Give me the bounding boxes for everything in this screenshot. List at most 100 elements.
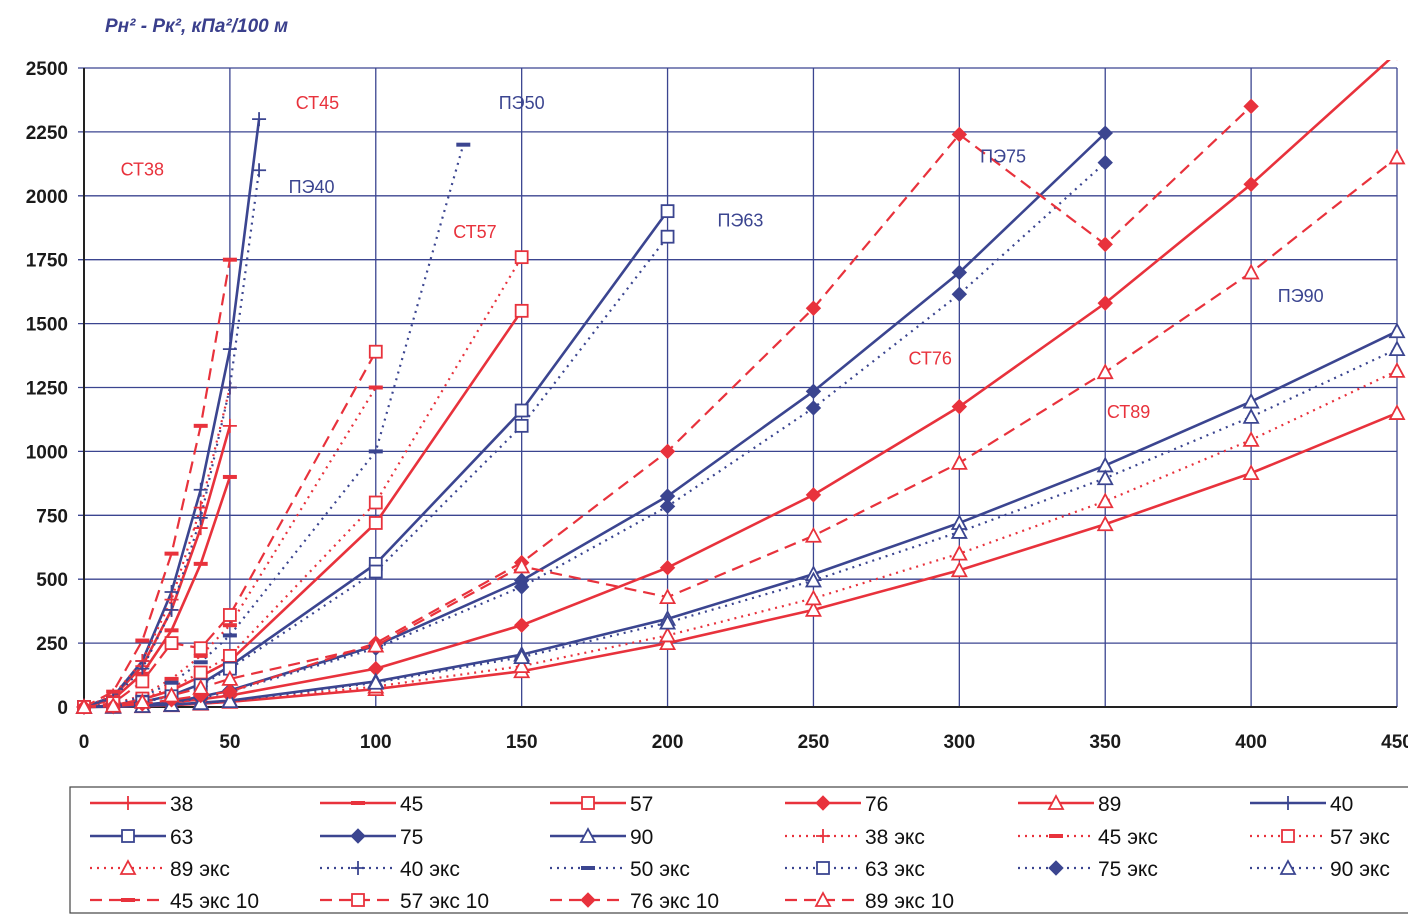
y-tick-label: 1000 <box>26 442 68 463</box>
legend-marker <box>581 796 595 810</box>
legend-item: 40 <box>1250 793 1353 816</box>
x-tick-label: 450 <box>1381 732 1408 753</box>
legend-marker <box>579 827 597 843</box>
x-tick-label: 0 <box>79 732 90 753</box>
data-point <box>1097 154 1113 171</box>
data-point <box>951 126 968 143</box>
data-point <box>221 669 239 686</box>
legend-item: 63 <box>90 826 193 849</box>
data-point <box>659 559 676 576</box>
data-point <box>950 544 968 561</box>
data-point <box>513 579 530 595</box>
data-point <box>106 689 121 694</box>
legend-item: 50 экс <box>550 858 690 881</box>
data-point <box>164 551 179 556</box>
data-point <box>368 344 383 359</box>
legend-marker <box>351 861 365 875</box>
series-line-75-экс <box>83 161 1106 709</box>
legend-marker <box>815 795 831 811</box>
x-tick-label: 100 <box>360 732 392 753</box>
legend-label: 38 <box>170 793 193 816</box>
data-point <box>222 380 237 395</box>
legend-label: 57 экс 10 <box>400 890 489 913</box>
legend-marker <box>1047 794 1065 810</box>
y-tick-label: 500 <box>36 570 68 591</box>
data-point <box>1242 464 1260 481</box>
legend-marker <box>581 866 595 870</box>
legend-label: 63 <box>170 826 193 849</box>
data-point <box>222 623 237 628</box>
legend-marker <box>1279 859 1297 875</box>
legend-item: 38 экс <box>785 826 925 849</box>
series-lines <box>83 60 1398 709</box>
data-point <box>222 683 238 700</box>
x-tick-label: 350 <box>1089 732 1121 753</box>
legend-item: 57 экс 10 <box>320 890 489 913</box>
data-point <box>164 628 179 633</box>
data-point <box>1242 263 1260 280</box>
annotations: СТ38 СТ45 ПЭ40 ПЭ50 СТ57 ПЭ63 ПЭ75 СТ76 СТ89 ПЭ90 <box>121 93 1324 422</box>
curve-label: ПЭ40 <box>289 177 335 197</box>
legend-item: 89 экс 10 <box>785 890 954 913</box>
data-point <box>193 423 208 428</box>
legend-label: 50 экс <box>630 858 690 881</box>
curve-label: СТ89 <box>1107 402 1150 422</box>
data-point <box>75 698 93 714</box>
data-point <box>193 660 208 665</box>
grid <box>78 67 1398 708</box>
series-line-57-экс <box>83 256 523 709</box>
x-tick-label: 250 <box>798 732 830 753</box>
data-point <box>660 229 675 244</box>
data-point <box>135 638 150 643</box>
data-point <box>804 571 822 588</box>
legend-label: 45 экс <box>1098 826 1158 849</box>
data-point <box>951 264 968 281</box>
data-point <box>659 626 677 643</box>
data-point <box>1243 176 1259 193</box>
data-point <box>950 523 968 539</box>
data-point <box>514 403 529 418</box>
data-point <box>1388 404 1406 420</box>
data-point <box>456 142 471 147</box>
data-point <box>222 257 237 262</box>
data-point <box>514 250 529 265</box>
data-point <box>367 673 385 690</box>
legend-marker <box>1281 796 1295 810</box>
legend-label: 40 <box>1330 793 1353 816</box>
curve-label: СТ76 <box>908 348 951 368</box>
legend-item: 89 <box>1018 793 1121 816</box>
data-point <box>193 561 208 566</box>
data-point <box>222 648 237 663</box>
y-tick-label: 2500 <box>26 59 68 80</box>
data-point <box>252 163 267 178</box>
curve-label: СТ45 <box>296 93 339 113</box>
data-point <box>660 204 675 219</box>
data-point <box>513 657 531 674</box>
data-point <box>104 696 122 713</box>
data-point <box>1243 98 1259 115</box>
data-point <box>1242 392 1260 409</box>
legend-item: 75 <box>320 826 423 849</box>
data-point <box>1388 322 1406 339</box>
curve-label: ПЭ50 <box>499 93 545 113</box>
data-point <box>222 633 237 638</box>
data-point <box>1396 60 1398 61</box>
legend-marker <box>121 898 135 902</box>
data-point <box>193 641 208 656</box>
data-point <box>222 608 237 622</box>
series-line-89-экс <box>83 369 1398 709</box>
legend-item: 38 <box>90 793 193 816</box>
curve-label: ПЭ75 <box>980 147 1026 167</box>
data-point <box>950 561 968 578</box>
series-line-45-экс-10 <box>83 259 231 708</box>
series-line-38 <box>83 425 232 709</box>
series-markers <box>75 60 1406 715</box>
legend-item: 40 экс <box>320 858 460 881</box>
data-point <box>368 516 383 530</box>
legend-marker <box>119 859 137 875</box>
y-tick-label: 2000 <box>26 187 68 208</box>
legend-label: 89 экс 10 <box>865 890 954 913</box>
data-point <box>368 495 383 510</box>
data-point <box>950 454 968 470</box>
x-tick-label: 150 <box>506 732 538 753</box>
